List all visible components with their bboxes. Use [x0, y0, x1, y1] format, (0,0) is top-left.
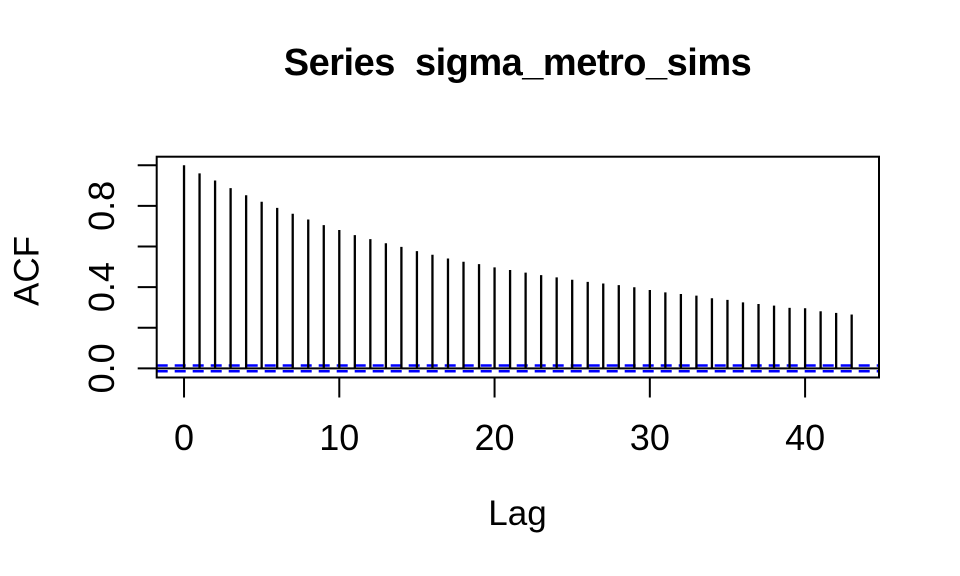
x-tick-label: 30 [630, 417, 670, 458]
chart-title: Series sigma_metro_sims [283, 42, 752, 84]
x-tick-label: 0 [174, 417, 194, 458]
y-tick-label: 0.4 [81, 262, 122, 312]
plot-box [155, 155, 880, 379]
y-tick-label: 0.0 [81, 343, 122, 393]
x-tick-label: 10 [319, 417, 359, 458]
y-tick-label: 0.8 [81, 181, 122, 231]
y-axis-label: ACF [7, 236, 47, 306]
x-tick-label: 40 [785, 417, 825, 458]
x-axis-label: Lag [488, 494, 547, 533]
x-tick-label: 20 [475, 417, 515, 458]
